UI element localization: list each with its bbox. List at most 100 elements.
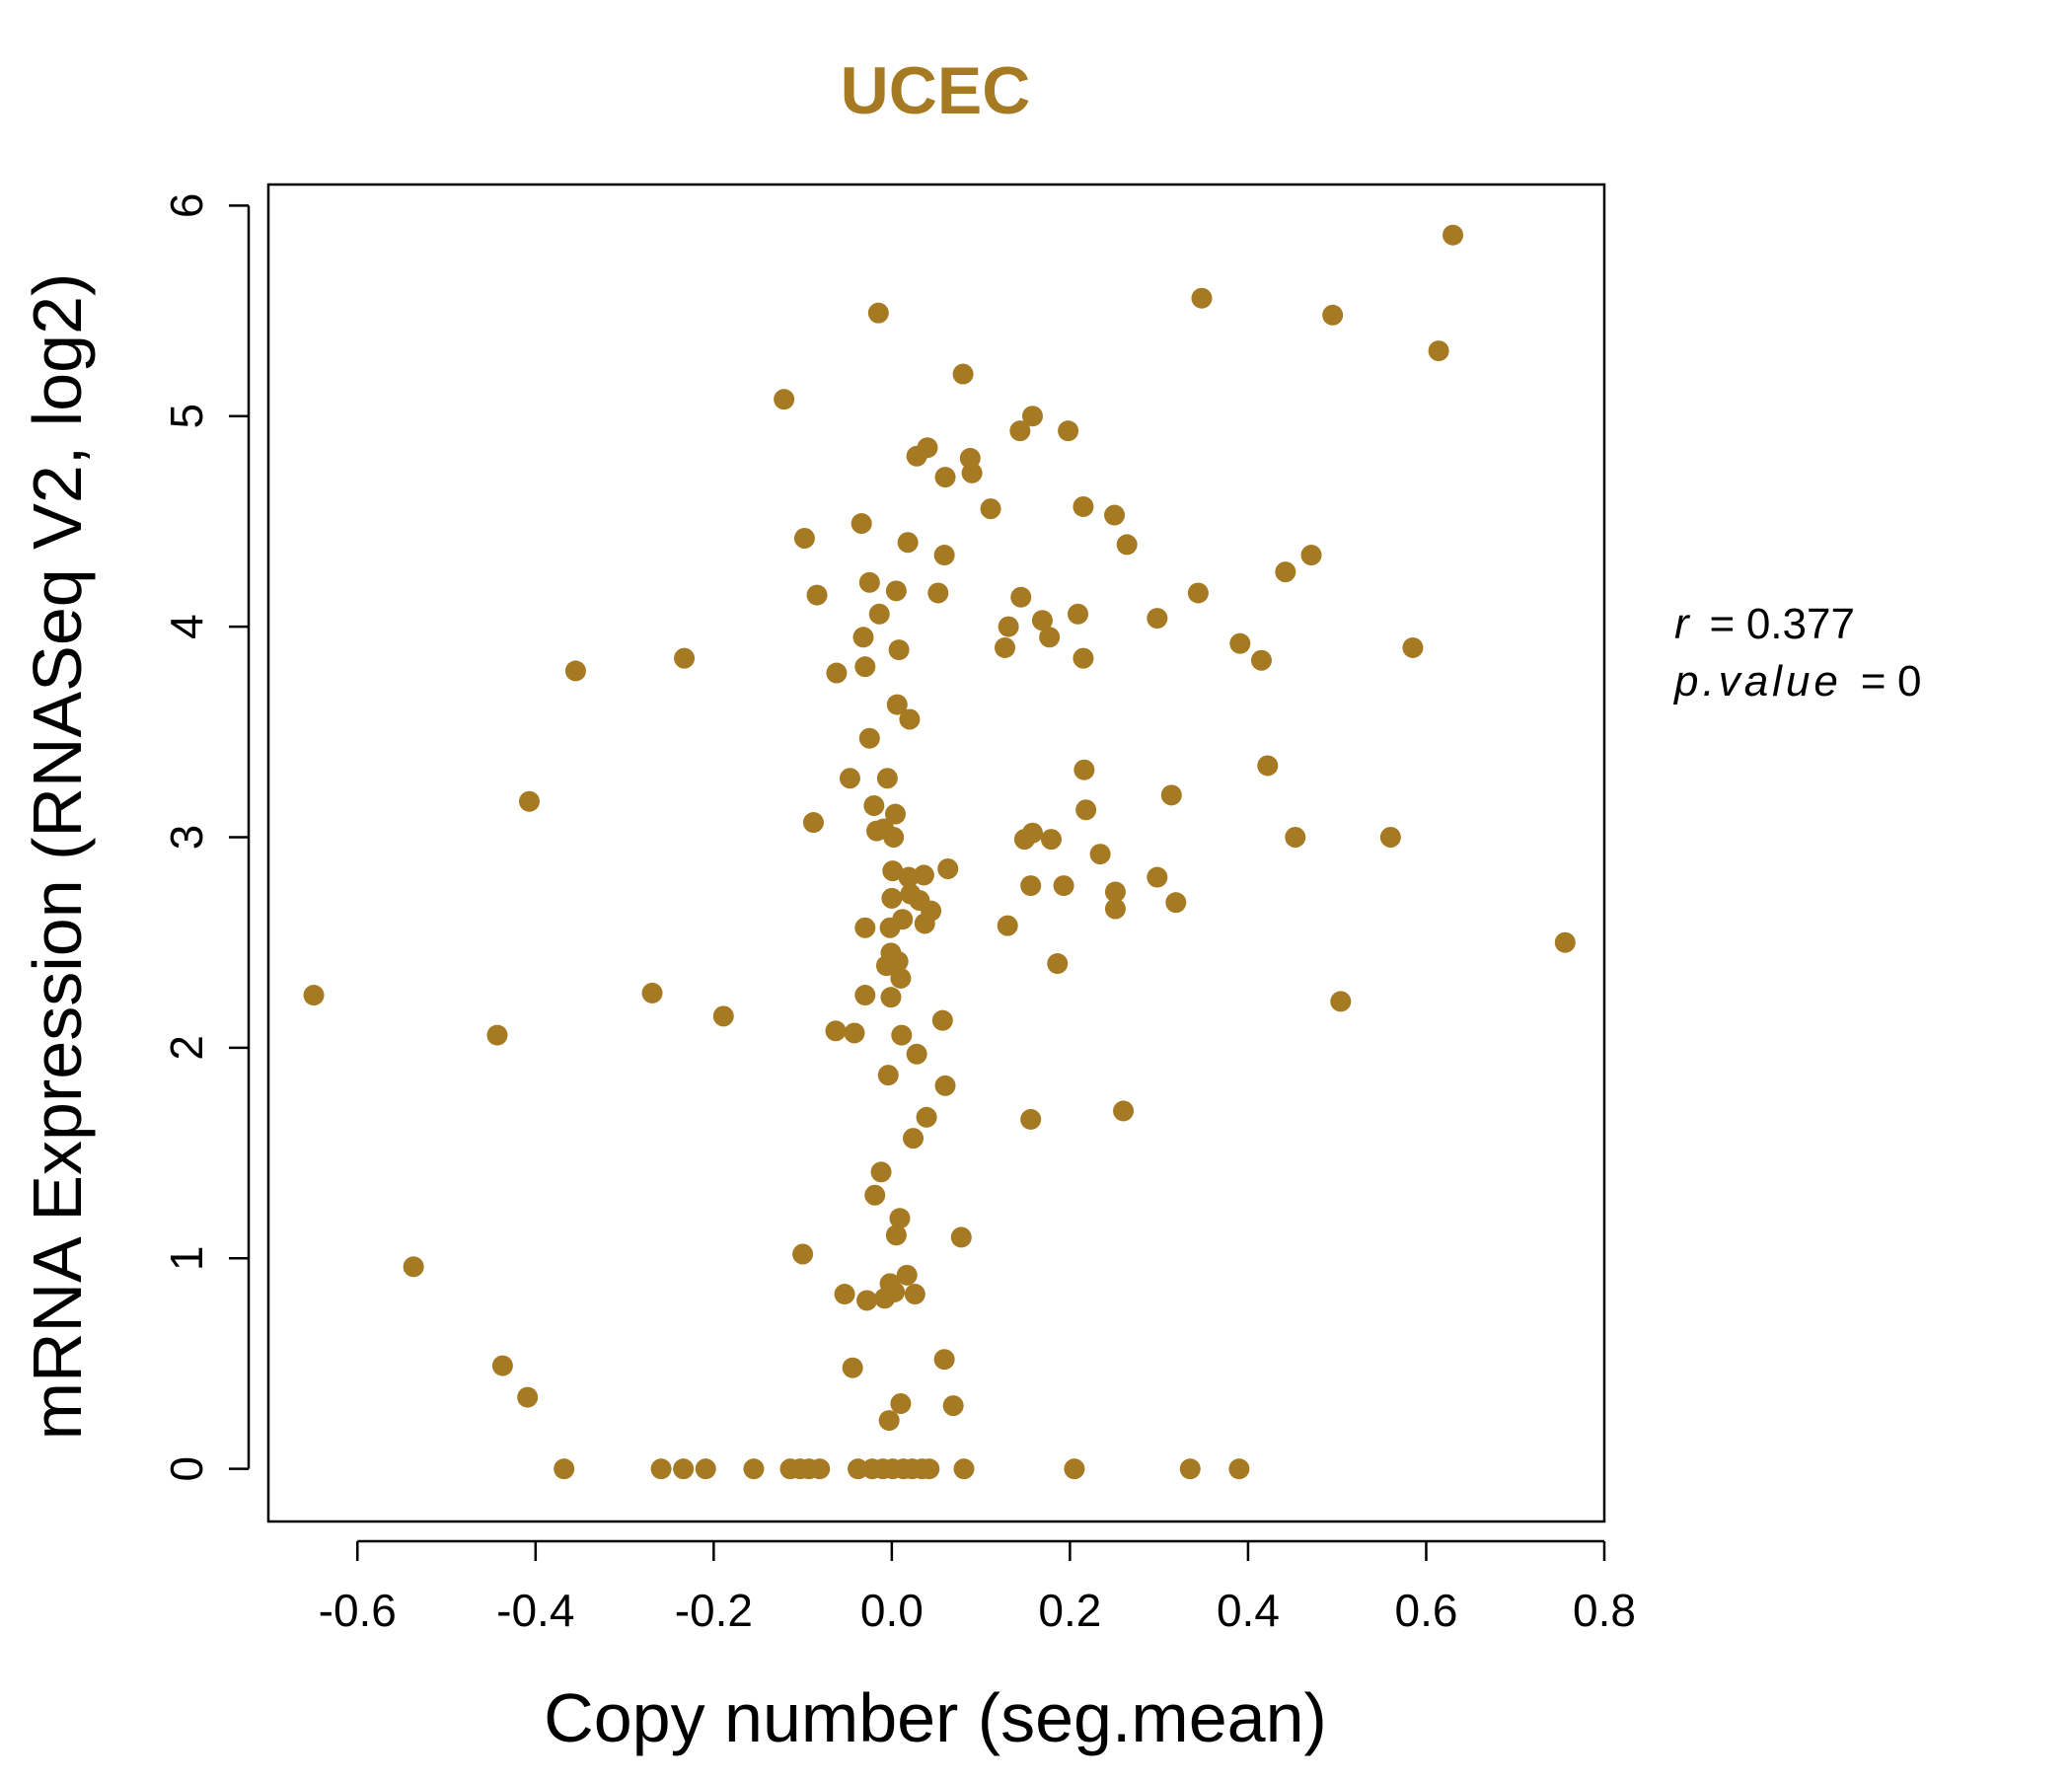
data-point bbox=[877, 1065, 899, 1086]
data-point bbox=[1073, 759, 1095, 780]
data-point bbox=[898, 866, 920, 888]
plot-frame bbox=[266, 183, 1606, 1523]
data-point bbox=[695, 1458, 716, 1480]
y-tick-label: 6 bbox=[161, 193, 212, 219]
data-point bbox=[1116, 534, 1138, 556]
data-point bbox=[491, 1355, 513, 1376]
data-point bbox=[886, 694, 908, 715]
y-axis: 0 1 2 3 4 5 6 bbox=[161, 193, 251, 1482]
data-point bbox=[854, 985, 876, 1006]
data-point bbox=[554, 1458, 575, 1480]
data-point bbox=[998, 616, 1019, 637]
data-point bbox=[933, 545, 955, 566]
y-tick-label: 3 bbox=[161, 825, 212, 851]
data-point bbox=[809, 1458, 831, 1480]
x-axis: -0.6 -0.4 -0.2 0.0 0.2 0.4 0.6 0.8 bbox=[319, 1539, 1636, 1636]
data-point bbox=[889, 1208, 911, 1229]
p-value: 0 bbox=[1897, 657, 1921, 705]
data-point bbox=[934, 1075, 956, 1096]
svg-text:p.value = 0: p.value = 0 bbox=[1672, 657, 1922, 705]
data-point bbox=[1021, 406, 1043, 427]
data-point bbox=[1554, 931, 1576, 953]
data-point bbox=[868, 603, 890, 625]
data-point bbox=[674, 647, 696, 669]
data-point bbox=[1402, 636, 1424, 658]
data-point bbox=[1068, 603, 1089, 625]
data-point bbox=[867, 302, 889, 324]
data-point bbox=[1053, 875, 1074, 897]
data-point bbox=[1020, 875, 1042, 897]
data-point bbox=[518, 790, 540, 812]
data-point bbox=[854, 917, 876, 938]
p-value-label: p.value bbox=[1672, 657, 1842, 705]
data-point bbox=[885, 1224, 907, 1246]
data-point bbox=[792, 1243, 814, 1265]
data-point bbox=[927, 582, 949, 604]
x-tick-label: 0.2 bbox=[1038, 1585, 1101, 1636]
data-point bbox=[995, 636, 1016, 658]
data-point bbox=[888, 639, 910, 661]
data-points bbox=[303, 224, 1576, 1480]
data-point bbox=[743, 1458, 765, 1480]
data-point bbox=[1147, 866, 1168, 888]
data-point bbox=[842, 1357, 863, 1378]
x-tick-label: 0.0 bbox=[860, 1585, 924, 1636]
x-tick-label: -0.4 bbox=[496, 1585, 574, 1636]
data-point bbox=[844, 1022, 865, 1044]
data-point bbox=[851, 513, 872, 535]
data-point bbox=[890, 967, 912, 989]
data-point bbox=[1073, 495, 1094, 517]
data-point bbox=[980, 498, 1001, 520]
data-point bbox=[904, 1284, 925, 1305]
data-point bbox=[826, 662, 848, 684]
data-point bbox=[564, 660, 586, 682]
data-point bbox=[961, 462, 983, 483]
data-point bbox=[1187, 582, 1209, 604]
x-tick-label: -0.6 bbox=[319, 1585, 397, 1636]
data-point bbox=[650, 1458, 672, 1480]
data-point bbox=[1229, 632, 1251, 654]
data-point bbox=[1104, 898, 1126, 920]
data-point bbox=[934, 467, 956, 488]
data-point bbox=[712, 1005, 734, 1027]
data-point bbox=[1275, 561, 1296, 583]
data-point bbox=[1165, 892, 1187, 914]
data-point bbox=[1428, 340, 1449, 362]
data-point bbox=[854, 656, 876, 678]
data-point bbox=[903, 1128, 925, 1150]
data-point bbox=[641, 982, 663, 1003]
data-point bbox=[897, 532, 919, 554]
stats-annotation: r = 0.377 p.value = 0 bbox=[1672, 600, 1922, 705]
data-point bbox=[1330, 991, 1352, 1012]
data-point bbox=[952, 363, 974, 385]
data-point bbox=[1300, 545, 1322, 566]
data-point bbox=[916, 1106, 937, 1128]
x-tick-label: -0.2 bbox=[675, 1585, 753, 1636]
data-point bbox=[997, 915, 1018, 936]
data-point bbox=[884, 1281, 906, 1302]
data-point bbox=[1089, 844, 1111, 865]
y-tick-label: 2 bbox=[161, 1035, 212, 1061]
data-point bbox=[896, 1264, 918, 1286]
data-point bbox=[1228, 1458, 1250, 1480]
data-point bbox=[774, 389, 795, 410]
data-point bbox=[884, 803, 906, 825]
data-point bbox=[1147, 608, 1168, 630]
data-point bbox=[1285, 826, 1306, 848]
data-point bbox=[883, 826, 905, 848]
data-point bbox=[880, 987, 902, 1008]
data-point bbox=[1113, 1100, 1135, 1122]
data-point bbox=[950, 1226, 972, 1248]
data-point bbox=[887, 950, 909, 972]
data-point bbox=[919, 1458, 940, 1480]
data-point bbox=[403, 1256, 424, 1278]
data-point bbox=[1073, 647, 1094, 669]
data-point bbox=[1039, 627, 1061, 648]
data-point bbox=[917, 437, 938, 459]
x-tick-label: 0.6 bbox=[1394, 1585, 1457, 1636]
data-point bbox=[1021, 822, 1043, 844]
y-tick-label: 0 bbox=[161, 1456, 212, 1482]
data-point bbox=[793, 527, 815, 549]
data-point bbox=[1064, 1458, 1085, 1480]
